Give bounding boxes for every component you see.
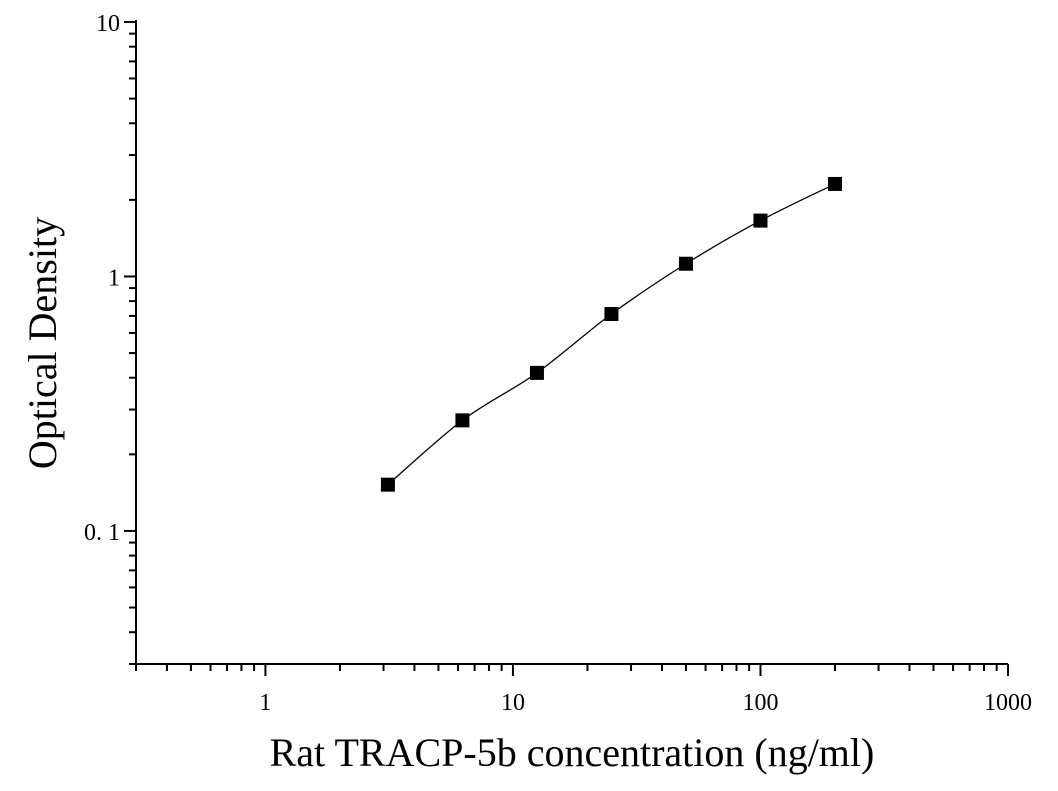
y-tick-label: 1: [108, 265, 120, 291]
data-point-marker: [827, 176, 842, 191]
y-axis-title: Optical Density: [20, 217, 65, 469]
fit-curve: [387, 183, 836, 486]
axes: [135, 20, 1008, 665]
data-points: [380, 176, 842, 492]
x-axis-title: Rat TRACP-5b concentration (ng/ml): [270, 730, 875, 775]
data-point-marker: [753, 213, 768, 228]
data-point-marker: [529, 365, 544, 380]
x-tick-label: 1000: [984, 690, 1032, 716]
data-point-marker: [604, 307, 619, 322]
data-point-marker: [455, 413, 470, 428]
data-point-marker: [380, 477, 395, 492]
x-tick-label: 100: [742, 690, 778, 716]
fit-curve-layer: [387, 183, 836, 486]
x-tick-label: 1: [259, 690, 271, 716]
ticks: 1 10 100 1000 0. 1 1 10: [84, 11, 1032, 716]
y-tick-label: 10: [96, 11, 120, 37]
y-tick-label: 0. 1: [84, 520, 120, 546]
data-point-marker: [678, 256, 693, 271]
x-tick-label: 10: [501, 690, 525, 716]
